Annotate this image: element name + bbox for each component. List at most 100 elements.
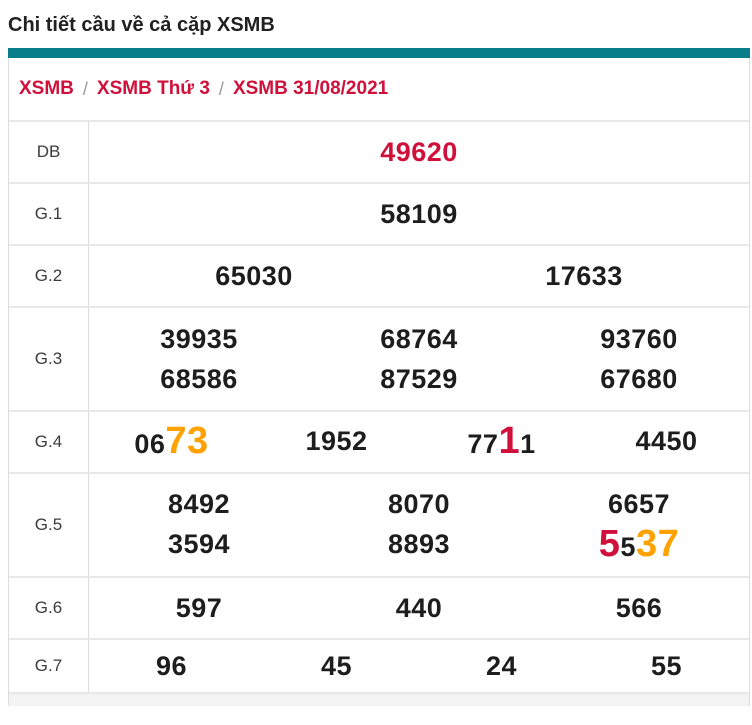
digit-segment: 77 [467,428,499,459]
prize-data-cell: 65030 17633 [89,246,749,306]
digit-segment: 39935 [160,324,238,354]
prize-number: 566 [529,588,749,628]
page-title: Chi tiết cầu về cả cặp XSMB [8,14,275,36]
prize-number: 17633 [419,256,749,296]
prize-number: 87529 [309,359,529,399]
prize-label: DB [36,142,61,161]
prize-number: 24 [419,646,584,686]
prize-label-cell: G.1 [9,184,89,244]
digit-segment-orange: 73 [165,419,209,462]
breadcrumb-separator: / [82,78,88,99]
digit-segment: 24 [485,651,518,681]
prize-data-cell: 597 440 566 [89,578,749,638]
prize-number: 68764 [309,319,529,359]
digit-segment: 566 [615,593,663,623]
digit-segment: 8070 [387,488,451,519]
breadcrumb-link-xsmb-date[interactable]: XSMB 31/08/2021 [232,78,389,99]
prize-number: 93760 [529,319,749,359]
digit-segment: 65030 [215,261,293,291]
prize-label: G.4 [34,432,63,451]
digit-segment: 440 [395,593,443,623]
prize-number: 8893 [309,524,529,567]
prize-line: 58109 [89,194,749,234]
next-section-strip [9,694,749,706]
prize-line: 06 73 1952 77 1 1 4450 [89,421,749,464]
prize-data-cell: 8492 8070 6657 3594 8893 5 5 37 [89,474,749,576]
prize-label: G.5 [34,515,63,534]
prize-row: G.4 06 73 1952 77 1 1 4450 [9,412,749,474]
prize-line: 96 45 24 55 [89,646,749,686]
digit-segment: 68586 [160,364,238,394]
digit-segment: 68764 [380,324,458,354]
digit-segment-orange: 37 [635,522,680,565]
digit-segment: 597 [175,593,223,623]
prize-number: 39935 [89,319,309,359]
prize-label-cell: G.5 [9,474,89,576]
prize-number: 65030 [89,256,419,296]
prize-row: G.3 39935 68764 93760 68586 87529 67680 [9,308,749,412]
prize-label-cell: G.7 [9,640,89,692]
prize-rows: DB 49620 G.1 58109 G.2 65030 17633 G.3 39935 6876… [9,122,749,694]
digit-segment-red: 49620 [380,137,458,167]
prize-number: 597 [89,588,309,628]
prize-label-cell: G.2 [9,246,89,306]
breadcrumb-link-xsmb-thu-3[interactable]: XSMB Thứ 3 [96,78,210,99]
digit-segment: 4450 [635,425,698,456]
prize-number: 440 [309,588,529,628]
prize-number: 3594 [89,524,309,567]
digit-segment: 58109 [380,199,458,229]
digit-segment: 93760 [600,324,678,354]
prize-number: 77 1 1 [419,421,584,464]
digit-segment: 96 [155,651,188,681]
digit-segment: 5 [620,531,636,562]
prize-number: 8070 [309,484,529,524]
digit-segment: 87529 [380,364,458,394]
prize-data-cell: 96 45 24 55 [89,640,749,692]
digit-segment: 06 [134,428,166,459]
digit-segment: 67680 [600,364,678,394]
breadcrumb-link-xsmb[interactable]: XSMB [19,78,74,99]
digit-segment: 17633 [545,261,623,291]
prize-number: 5 5 37 [529,524,749,567]
prize-label-cell: DB [9,122,89,182]
prize-row: G.1 58109 [9,184,749,246]
prize-data-cell: 58109 [89,184,749,244]
prize-line: 8492 8070 6657 [89,484,749,524]
prize-label: G.2 [34,266,63,285]
prize-label-cell: G.3 [9,308,89,410]
digit-segment: 1952 [305,425,368,456]
prize-line: 68586 87529 67680 [89,359,749,399]
digit-segment: 1 [520,428,536,459]
prize-number: 6657 [529,484,749,524]
prize-number: 49620 [89,132,749,172]
prize-row: DB 49620 [9,122,749,184]
prize-row: G.6 597 440 566 [9,578,749,640]
prize-label: G.7 [34,656,63,675]
prize-line: 49620 [89,132,749,172]
prize-number: 68586 [89,359,309,399]
prize-label: G.3 [34,349,63,368]
prize-number: 8492 [89,484,309,524]
prize-number: 58109 [89,194,749,234]
prize-row: G.5 8492 8070 6657 3594 8893 5 5 37 [9,474,749,578]
prize-number: 4450 [584,421,749,464]
prize-number: 45 [254,646,419,686]
digit-segment: 8893 [387,528,451,559]
prize-data-cell: 06 73 1952 77 1 1 4450 [89,412,749,472]
prize-row: G.7 96 45 24 55 [9,640,749,694]
digit-segment: 8492 [167,488,231,519]
breadcrumb: XSMB / XSMB Thứ 3 / XSMB 31/08/2021 [9,58,749,122]
prize-line: 39935 68764 93760 [89,319,749,359]
prize-number: 96 [89,646,254,686]
prize-data-cell: 39935 68764 93760 68586 87529 67680 [89,308,749,410]
prize-label: G.6 [34,598,63,617]
prize-line: 3594 8893 5 5 37 [89,524,749,567]
prize-label: G.1 [34,204,63,223]
digit-segment-red: 5 [598,522,621,565]
prize-number: 55 [584,646,749,686]
prize-row: G.2 65030 17633 [9,246,749,308]
prize-line: 65030 17633 [89,256,749,296]
digit-segment: 45 [320,651,353,681]
digit-segment-red: 1 [498,419,521,462]
prize-number: 06 73 [89,421,254,464]
